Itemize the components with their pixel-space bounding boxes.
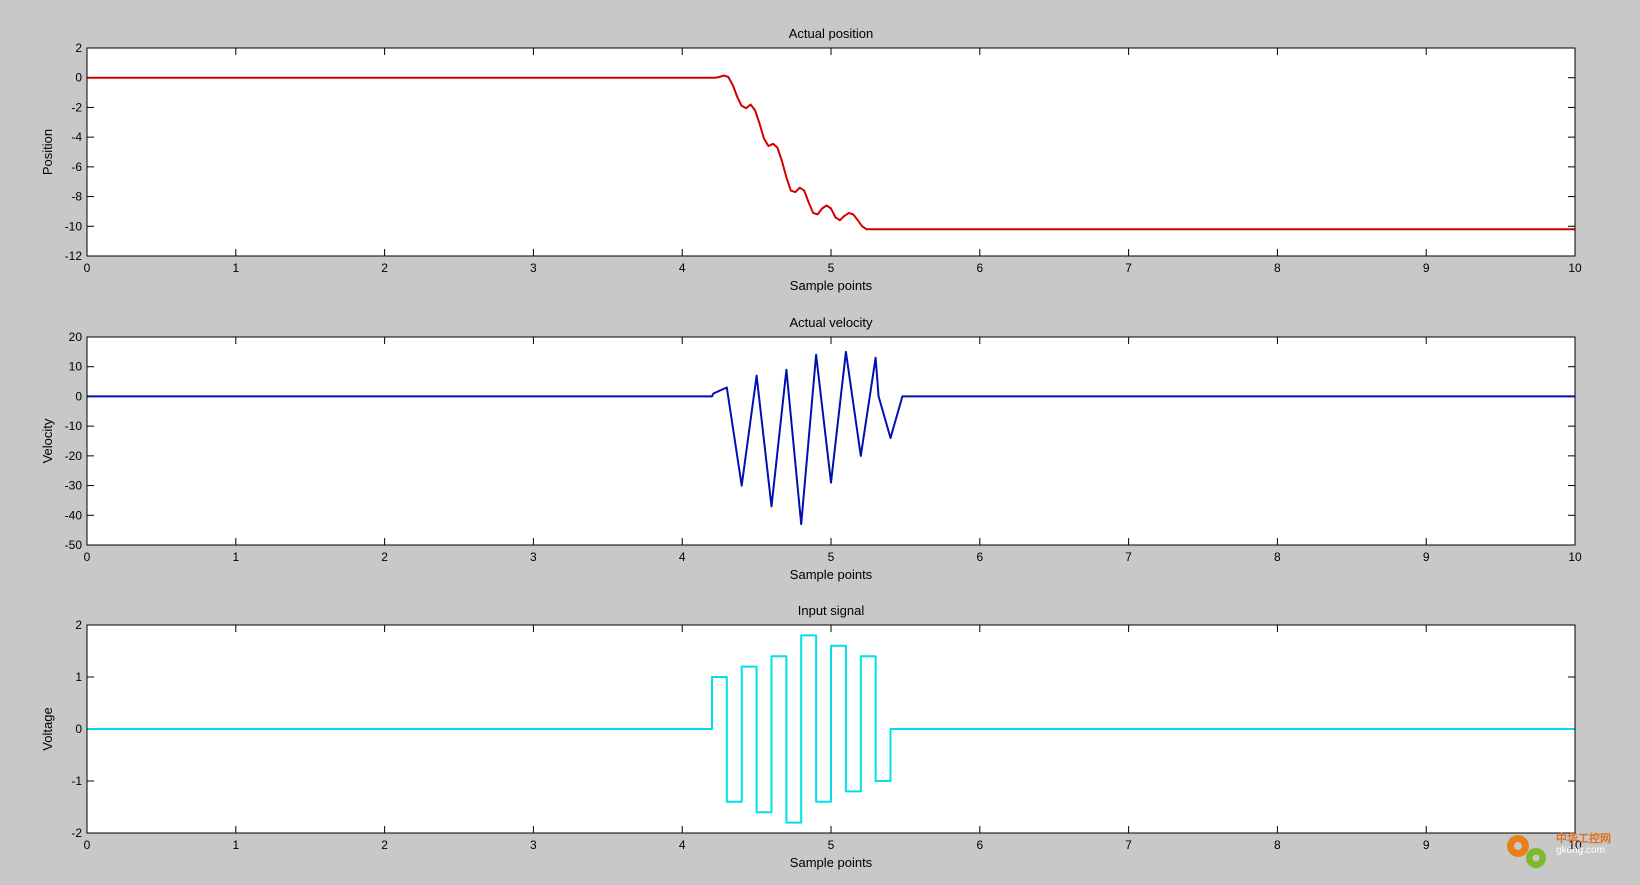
watermark-text-url: gkong.com: [1556, 845, 1605, 856]
y-tick-label: 0: [75, 71, 82, 85]
y-tick-label: 20: [69, 330, 83, 344]
series-line-1: [87, 634, 1575, 824]
x-tick-label: 7: [1125, 261, 1132, 275]
x-tick-label: 0: [84, 838, 91, 852]
y-tick-label: 10: [69, 360, 83, 374]
x-tick-label: 3: [530, 550, 537, 564]
plot-area: [87, 337, 1575, 545]
x-tick-label: 5: [828, 838, 835, 852]
x-tick-label: 8: [1274, 550, 1281, 564]
x-tick-label: 8: [1274, 261, 1281, 275]
x-tick-label: 6: [976, 838, 983, 852]
series-line-1: [87, 74, 1575, 231]
series-line-1: [87, 350, 1575, 526]
x-tick-label: 4: [679, 838, 686, 852]
x-tick-label: 3: [530, 261, 537, 275]
y-axis-label: Voltage: [40, 707, 55, 750]
y-tick-label: 0: [75, 722, 82, 736]
y-tick-label: -10: [65, 419, 83, 433]
x-tick-label: 9: [1423, 261, 1430, 275]
subplot-1: 0 1 2 3 4 5 6 7 8 9 10 2 0 -2 -4 -6 -8 -10 -12 Actual posit…: [40, 26, 1582, 293]
gear-icon: [1507, 835, 1546, 868]
x-tick-label: 3: [530, 838, 537, 852]
x-tick-label: 6: [976, 261, 983, 275]
watermark-logo: 中华工控网 gkong.com: [1500, 826, 1630, 874]
x-axis-label: Sample points: [790, 567, 873, 582]
axes-box: [86, 624, 1576, 834]
y-tick-label: 0: [75, 389, 82, 403]
plot-area: [87, 48, 1575, 256]
x-tick-label: 6: [976, 550, 983, 564]
y-tick-label: -40: [65, 508, 83, 522]
x-tick-label: 10: [1568, 261, 1582, 275]
y-tick-label: -50: [65, 538, 83, 552]
x-tick-label: 10: [1568, 838, 1582, 852]
x-tick-label: 2: [381, 261, 388, 275]
x-tick-label: 9: [1423, 550, 1430, 564]
chart-title: Actual position: [789, 26, 874, 41]
x-tick-label: 10: [1568, 550, 1582, 564]
axes-box: [86, 47, 1576, 257]
x-tick-label: 2: [381, 550, 388, 564]
x-tick-label: 4: [679, 550, 686, 564]
x-tick-label: 0: [84, 550, 91, 564]
x-tick-label: 1: [232, 550, 239, 564]
x-tick-label: 5: [828, 550, 835, 564]
y-tick-label: -8: [71, 190, 82, 204]
y-axis-label: Velocity: [40, 418, 55, 463]
y-tick-label: -2: [71, 826, 82, 840]
x-tick-label: 0: [84, 261, 91, 275]
x-tick-label: 4: [679, 261, 686, 275]
x-axis-label: Sample points: [790, 855, 873, 870]
y-tick-label: -4: [71, 130, 82, 144]
chart-title: Input signal: [798, 603, 865, 618]
watermark-text-cn: 中华工控网: [1556, 833, 1611, 845]
y-tick-label: -20: [65, 449, 83, 463]
chart-title: Actual velocity: [789, 315, 873, 330]
x-axis-label: Sample points: [790, 278, 873, 293]
x-tick-label: 7: [1125, 838, 1132, 852]
x-tick-label: 8: [1274, 838, 1281, 852]
y-axis-label: Position: [40, 129, 55, 175]
y-tick-label: -10: [65, 219, 83, 233]
axes-box: [86, 336, 1576, 546]
y-tick-label: 2: [75, 618, 82, 632]
x-tick-label: 1: [232, 838, 239, 852]
y-tick-label: -1: [71, 774, 82, 788]
x-tick-label: 2: [381, 838, 388, 852]
x-tick-label: 7: [1125, 550, 1132, 564]
y-tick-label: -12: [65, 249, 83, 263]
y-tick-label: 2: [75, 41, 82, 55]
x-tick-label: 9: [1423, 838, 1430, 852]
subplot-2: 0 1 2 3 4 5 6 7 8 9 10 20 10 0 -10 -20 -30 -40 -50 Actual v…: [40, 315, 1582, 582]
y-tick-label: -6: [71, 160, 82, 174]
y-tick-label: -30: [65, 479, 83, 493]
y-tick-label: 1: [75, 670, 82, 684]
x-tick-label: 5: [828, 261, 835, 275]
x-tick-label: 1: [232, 261, 239, 275]
y-tick-label: -2: [71, 100, 82, 114]
